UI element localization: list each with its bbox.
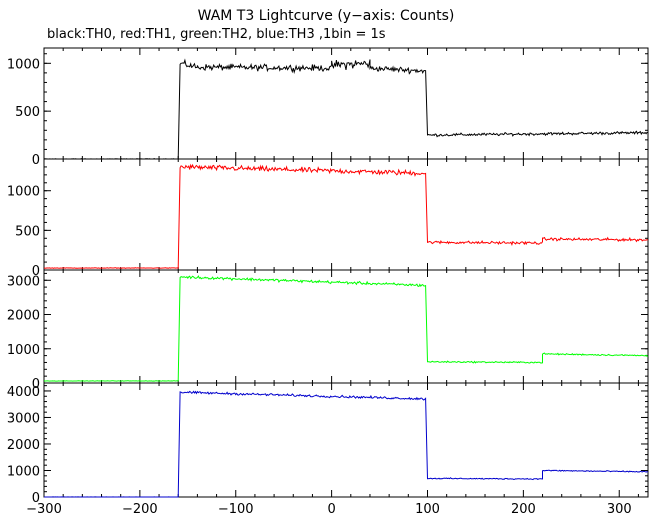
x-tick-label: −100 [218, 502, 254, 515]
series-line-th1 [43, 163, 649, 269]
y-tick-label: 1000 [7, 57, 40, 72]
y-tick-label: 1000 [7, 464, 40, 479]
x-tick-label: 0 [327, 502, 335, 515]
x-tick-label: 100 [415, 502, 440, 515]
panel-frame-th1 [43, 158, 649, 271]
series-line-th2 [43, 275, 649, 382]
y-tick-label: 2000 [7, 309, 40, 324]
panel-frame-th2 [43, 269, 649, 384]
chart-title: WAM T3 Lightcurve (y−axis: Counts) [197, 8, 455, 24]
y-tick-label: 3000 [7, 411, 40, 426]
y-tick-label: 1000 [7, 185, 40, 200]
y-tick-label: 0 [32, 377, 40, 392]
series-line-th3 [44, 390, 649, 498]
y-tick-label: 0 [32, 264, 40, 279]
y-tick-label: 4000 [7, 385, 40, 400]
x-tick-label: −200 [122, 502, 158, 515]
y-tick-label: 0 [32, 491, 40, 506]
y-tick-label: 500 [15, 224, 40, 239]
y-tick-label: 2000 [7, 438, 40, 453]
chart-subtitle: black:TH0, red:TH1, green:TH2, blue:TH3 … [47, 27, 386, 42]
y-tick-label: 3000 [7, 274, 40, 289]
x-tick-label: 200 [511, 502, 536, 515]
x-tick-label: 300 [607, 502, 632, 515]
panel-frame-th3 [43, 382, 649, 498]
y-tick-label: 0 [32, 153, 40, 168]
x-tick-label: −300 [26, 502, 62, 515]
series-line-th0 [43, 58, 649, 160]
y-tick-label: 1000 [7, 343, 40, 358]
y-tick-label: 500 [15, 105, 40, 120]
panel-frame-th0 [43, 47, 649, 160]
